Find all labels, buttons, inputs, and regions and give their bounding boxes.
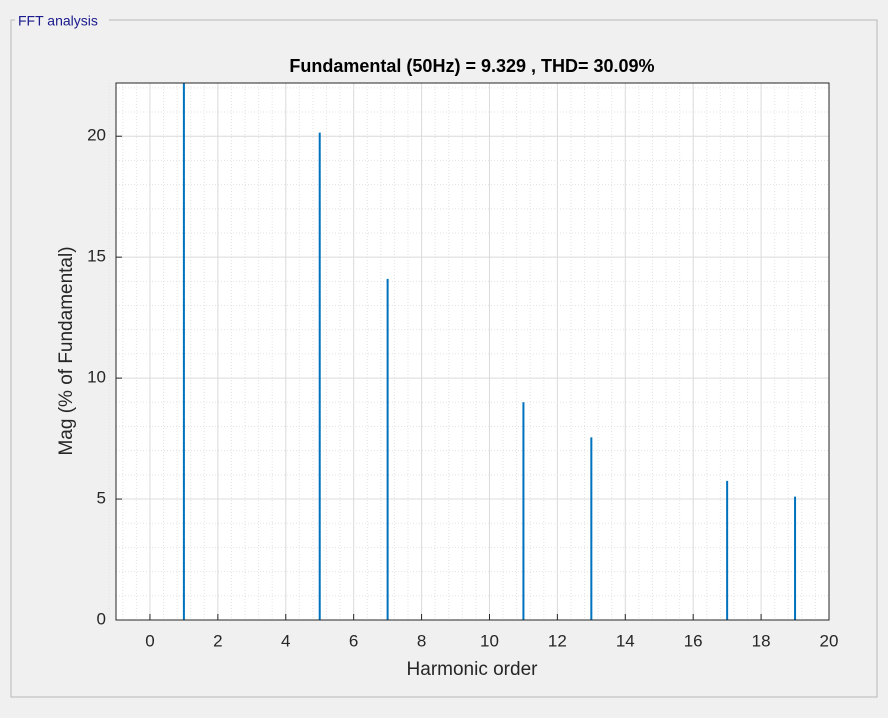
x-axis-label: Harmonic order: [407, 659, 539, 680]
grid: [108, 83, 830, 621]
x-tick-label: 8: [417, 631, 426, 650]
stems: [182, 83, 797, 620]
x-tick-label: 14: [616, 631, 635, 650]
x-tick-label: 10: [480, 631, 499, 650]
y-tick-label: 0: [97, 609, 106, 628]
x-tick-label: 16: [684, 631, 703, 650]
panel-title: FFT analysis: [18, 13, 98, 29]
x-tick-label: 2: [213, 631, 222, 650]
x-tick-label: 18: [752, 631, 771, 650]
y-tick-label: 5: [97, 489, 106, 508]
y-tick-label: 10: [87, 368, 106, 387]
y-axis-label: Mag (% of Fundamental): [56, 246, 77, 455]
plot-area: [116, 83, 829, 620]
panel-border: [10, 19, 878, 698]
x-tick-label: 20: [820, 631, 839, 650]
y-tick-label: 15: [87, 247, 106, 266]
axes-box: [115, 82, 830, 621]
x-tick-label: 0: [145, 631, 154, 650]
panel-title-bg: [15, 12, 109, 30]
x-tick-label: 12: [548, 631, 567, 650]
x-tick-label: 6: [349, 631, 358, 650]
labels: 0 2 4 6 8 10 12 14 16 18 20 0 5 10 15 20: [87, 126, 838, 651]
y-tick-label: 20: [87, 126, 106, 145]
chart-title: Fundamental (50Hz) = 9.329 , THD= 30.09%: [289, 56, 654, 76]
x-tick-label: 4: [281, 631, 290, 650]
